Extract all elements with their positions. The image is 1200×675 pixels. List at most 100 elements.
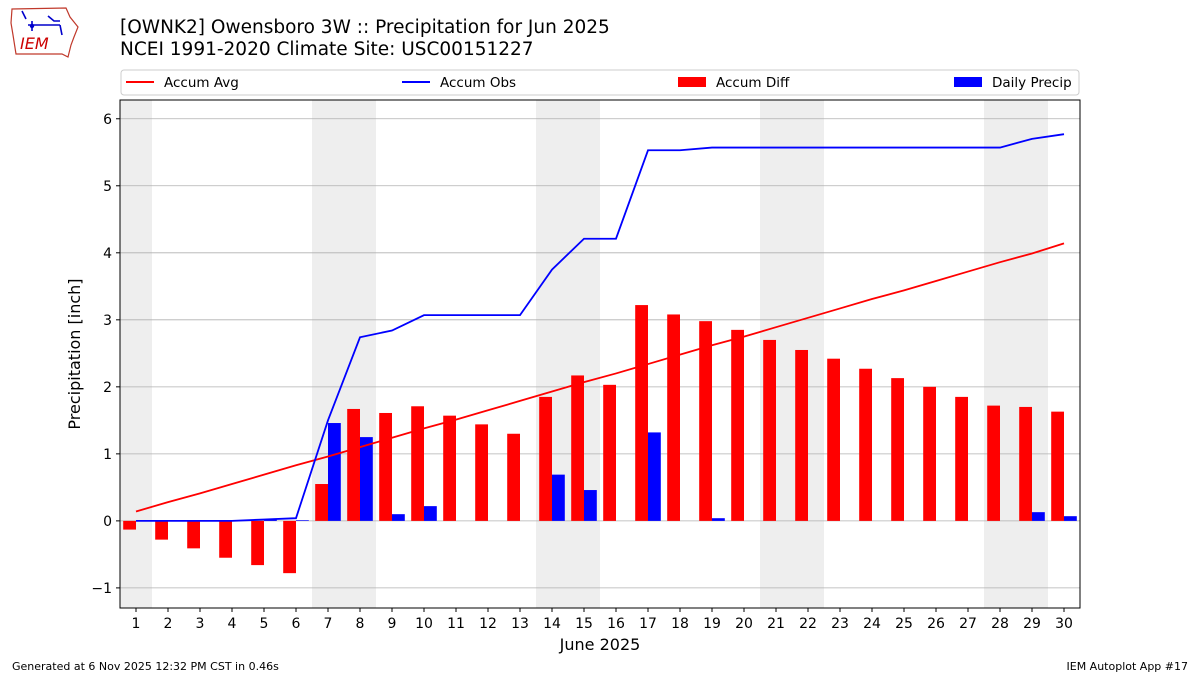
accum-diff-bar bbox=[731, 329, 744, 521]
autoplot-app-label: IEM Autoplot App #17 bbox=[1066, 660, 1189, 673]
legend-box bbox=[120, 69, 1080, 96]
accum-diff-bar bbox=[187, 520, 200, 549]
accum-obs-line bbox=[136, 133, 1065, 522]
y-tick-label: 2 bbox=[103, 380, 112, 396]
accum-diff-bar bbox=[219, 520, 232, 558]
x-tick-label: 10 bbox=[415, 616, 433, 632]
x-tick-label: 14 bbox=[543, 616, 561, 632]
x-tick-label: 6 bbox=[292, 616, 301, 632]
x-tick-label: 5 bbox=[260, 616, 269, 632]
legend-bar-swatch bbox=[678, 77, 706, 87]
x-tick-label: 8 bbox=[356, 616, 365, 632]
accum-diff-bar bbox=[795, 349, 808, 521]
y-tick-label: 3 bbox=[103, 313, 112, 329]
accum-diff-bar bbox=[1019, 406, 1032, 521]
x-tick-label: 16 bbox=[607, 616, 625, 632]
accum-diff-bar bbox=[251, 520, 264, 566]
x-tick-label: 25 bbox=[895, 616, 913, 632]
accum-diff-bar bbox=[155, 520, 168, 540]
accum-diff-bar bbox=[635, 305, 648, 521]
daily-precip-bar bbox=[264, 519, 277, 521]
iowa-state-outline-icon bbox=[10, 7, 79, 58]
x-tick-label: 23 bbox=[831, 616, 849, 632]
generated-timestamp: Generated at 6 Nov 2025 12:32 PM CST in … bbox=[12, 660, 279, 673]
accum-diff-bar bbox=[603, 384, 616, 521]
weekend-shade bbox=[984, 100, 1016, 608]
x-tick-label: 20 bbox=[735, 616, 753, 632]
x-tick-label: 19 bbox=[703, 616, 721, 632]
x-tick-label: 13 bbox=[511, 616, 529, 632]
accum-diff-bar bbox=[347, 408, 360, 521]
weekend-shade bbox=[312, 100, 344, 608]
daily-precip-bar bbox=[1064, 516, 1077, 521]
daily-precip-bar bbox=[392, 514, 405, 521]
legend-label: Accum Diff bbox=[716, 75, 790, 91]
weekend-shade bbox=[536, 100, 568, 608]
x-tick-label: 2 bbox=[164, 616, 173, 632]
accum-diff-bar bbox=[539, 396, 552, 521]
accum-diff-bar bbox=[443, 415, 456, 521]
accum-diff-bar bbox=[379, 412, 392, 521]
y-tick-label: −1 bbox=[91, 581, 112, 597]
accum-avg-line bbox=[135, 242, 1065, 513]
y-tick-label: 1 bbox=[103, 447, 112, 463]
accum-diff-bar bbox=[571, 375, 584, 521]
x-tick-label: 9 bbox=[388, 616, 397, 632]
accum-diff-bar bbox=[667, 314, 680, 521]
daily-precip-bar bbox=[360, 437, 373, 521]
accum-diff-bar bbox=[923, 386, 936, 521]
daily-precip-bar bbox=[296, 520, 309, 521]
daily-precip-bar bbox=[584, 490, 597, 521]
x-tick-label: 12 bbox=[479, 616, 497, 632]
x-tick-label: 1 bbox=[132, 616, 141, 632]
plot-frame bbox=[119, 99, 1081, 609]
y-tick-label: 5 bbox=[103, 179, 112, 195]
x-tick-label: 4 bbox=[228, 616, 237, 632]
x-tick-label: 30 bbox=[1055, 616, 1073, 632]
iem-logo: IEM bbox=[10, 7, 79, 58]
x-tick-label: 3 bbox=[196, 616, 205, 632]
accum-diff-bar bbox=[699, 321, 712, 521]
accum-diff-bar bbox=[411, 406, 424, 521]
legend-label: Accum Avg bbox=[164, 75, 239, 91]
y-tick-label: 4 bbox=[103, 246, 112, 262]
x-tick-label: 15 bbox=[575, 616, 593, 632]
legend-bar-swatch bbox=[954, 77, 982, 87]
accum-diff-bar bbox=[987, 405, 1000, 521]
accum-diff-bar bbox=[123, 520, 136, 530]
x-tick-label: 21 bbox=[767, 616, 785, 632]
accum-diff-bar bbox=[315, 484, 328, 521]
accum-diff-bar bbox=[1051, 411, 1064, 521]
accum-diff-bar bbox=[859, 368, 872, 521]
x-tick-label: 26 bbox=[927, 616, 945, 632]
x-tick-label: 11 bbox=[447, 616, 465, 632]
x-tick-label: 22 bbox=[799, 616, 817, 632]
legend-label: Daily Precip bbox=[992, 75, 1072, 91]
weekend-shade bbox=[120, 100, 152, 608]
x-tick-label: 17 bbox=[639, 616, 657, 632]
daily-precip-bar bbox=[1032, 512, 1045, 521]
daily-precip-bar bbox=[712, 518, 725, 521]
accum-diff-bar bbox=[475, 424, 488, 521]
accum-diff-bar bbox=[827, 358, 840, 521]
accum-diff-bar bbox=[955, 396, 968, 521]
y-axis-label: Precipitation [inch] bbox=[65, 278, 84, 429]
chart-subtitle: NCEI 1991-2020 Climate Site: USC00151227 bbox=[120, 39, 534, 60]
accum-diff-bar bbox=[763, 339, 776, 521]
x-tick-label: 24 bbox=[863, 616, 881, 632]
accum-diff-bar bbox=[507, 433, 520, 521]
chart-title: [OWNK2] Owensboro 3W :: Precipitation fo… bbox=[120, 17, 610, 38]
weekend-shade bbox=[568, 100, 600, 608]
x-tick-label: 28 bbox=[991, 616, 1009, 632]
y-tick-label: 0 bbox=[103, 514, 112, 530]
daily-precip-bar bbox=[424, 506, 437, 521]
weekend-shade bbox=[1016, 100, 1048, 608]
x-axis-label: June 2025 bbox=[559, 635, 641, 654]
legend-label: Accum Obs bbox=[440, 75, 516, 91]
y-tick-label: 6 bbox=[103, 112, 112, 128]
x-tick-label: 7 bbox=[324, 616, 333, 632]
weekend-shade bbox=[344, 100, 376, 608]
daily-precip-bar bbox=[328, 423, 341, 521]
x-tick-label: 27 bbox=[959, 616, 977, 632]
